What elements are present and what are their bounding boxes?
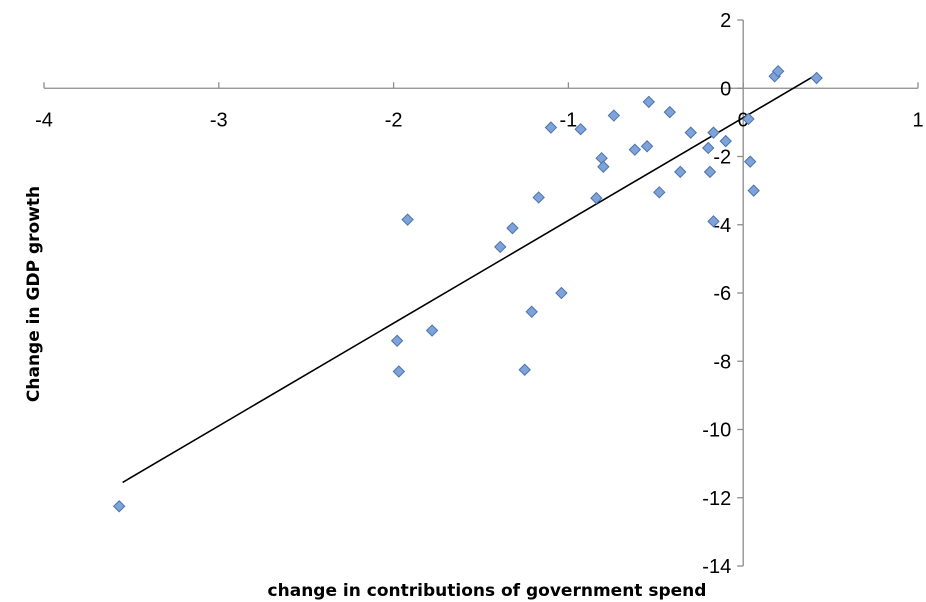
data-point — [112, 500, 126, 513]
data-point — [771, 64, 785, 78]
data-point — [674, 165, 687, 179]
trendline-group — [122, 73, 818, 484]
data-point — [640, 140, 654, 153]
data-point — [607, 109, 621, 122]
data-point — [494, 240, 507, 254]
data-points — [112, 64, 823, 513]
data-point — [810, 71, 823, 85]
data-point — [590, 191, 603, 205]
data-point — [719, 134, 732, 148]
axes — [44, 20, 918, 566]
data-point — [653, 186, 666, 199]
data-point — [743, 155, 757, 168]
data-point — [707, 215, 720, 228]
data-point — [707, 126, 720, 139]
y-tick-label: -12 — [702, 488, 731, 510]
y-axis-title: Change in GDP growth — [24, 186, 44, 402]
x-tick-label: -1 — [560, 109, 578, 131]
data-point — [390, 334, 404, 347]
data-point — [595, 151, 608, 165]
data-point — [555, 286, 568, 300]
data-point — [506, 221, 519, 235]
x-tick-label: 1 — [912, 109, 923, 131]
data-point — [597, 160, 610, 173]
trendline — [122, 73, 818, 484]
data-point — [628, 143, 642, 156]
y-tick-label: -10 — [702, 420, 731, 442]
y-tick-label: -6 — [713, 283, 731, 305]
x-tick-label: 0 — [738, 109, 749, 131]
data-point — [663, 105, 676, 119]
y-tick-label: 2 — [720, 10, 731, 32]
data-point — [574, 122, 587, 136]
data-point — [684, 126, 697, 139]
y-tick-label: -2 — [713, 147, 731, 169]
y-tick-label: 0 — [720, 78, 731, 100]
data-point — [702, 141, 715, 155]
data-point — [532, 191, 545, 204]
data-point — [392, 365, 406, 378]
data-point — [425, 324, 439, 337]
x-tick-label: -4 — [35, 109, 53, 131]
data-point — [642, 95, 656, 109]
data-point — [401, 213, 414, 226]
data-point — [703, 165, 717, 179]
x-ticks: -4 -3 -2 -1 0 1 — [35, 82, 924, 131]
x-tick-label: -2 — [385, 109, 403, 131]
y-tick-label: -8 — [713, 351, 731, 373]
data-point — [544, 121, 558, 134]
x-axis-title: change in contributions of government sp… — [268, 581, 707, 601]
data-point — [525, 305, 538, 318]
x-tick-label: -3 — [210, 109, 228, 131]
data-point — [742, 112, 755, 126]
y-ticks: 20-2-4-6-8-10-12-14 — [702, 10, 744, 578]
data-point — [518, 363, 531, 376]
data-point — [747, 184, 760, 197]
y-tick-label: -14 — [702, 556, 731, 578]
